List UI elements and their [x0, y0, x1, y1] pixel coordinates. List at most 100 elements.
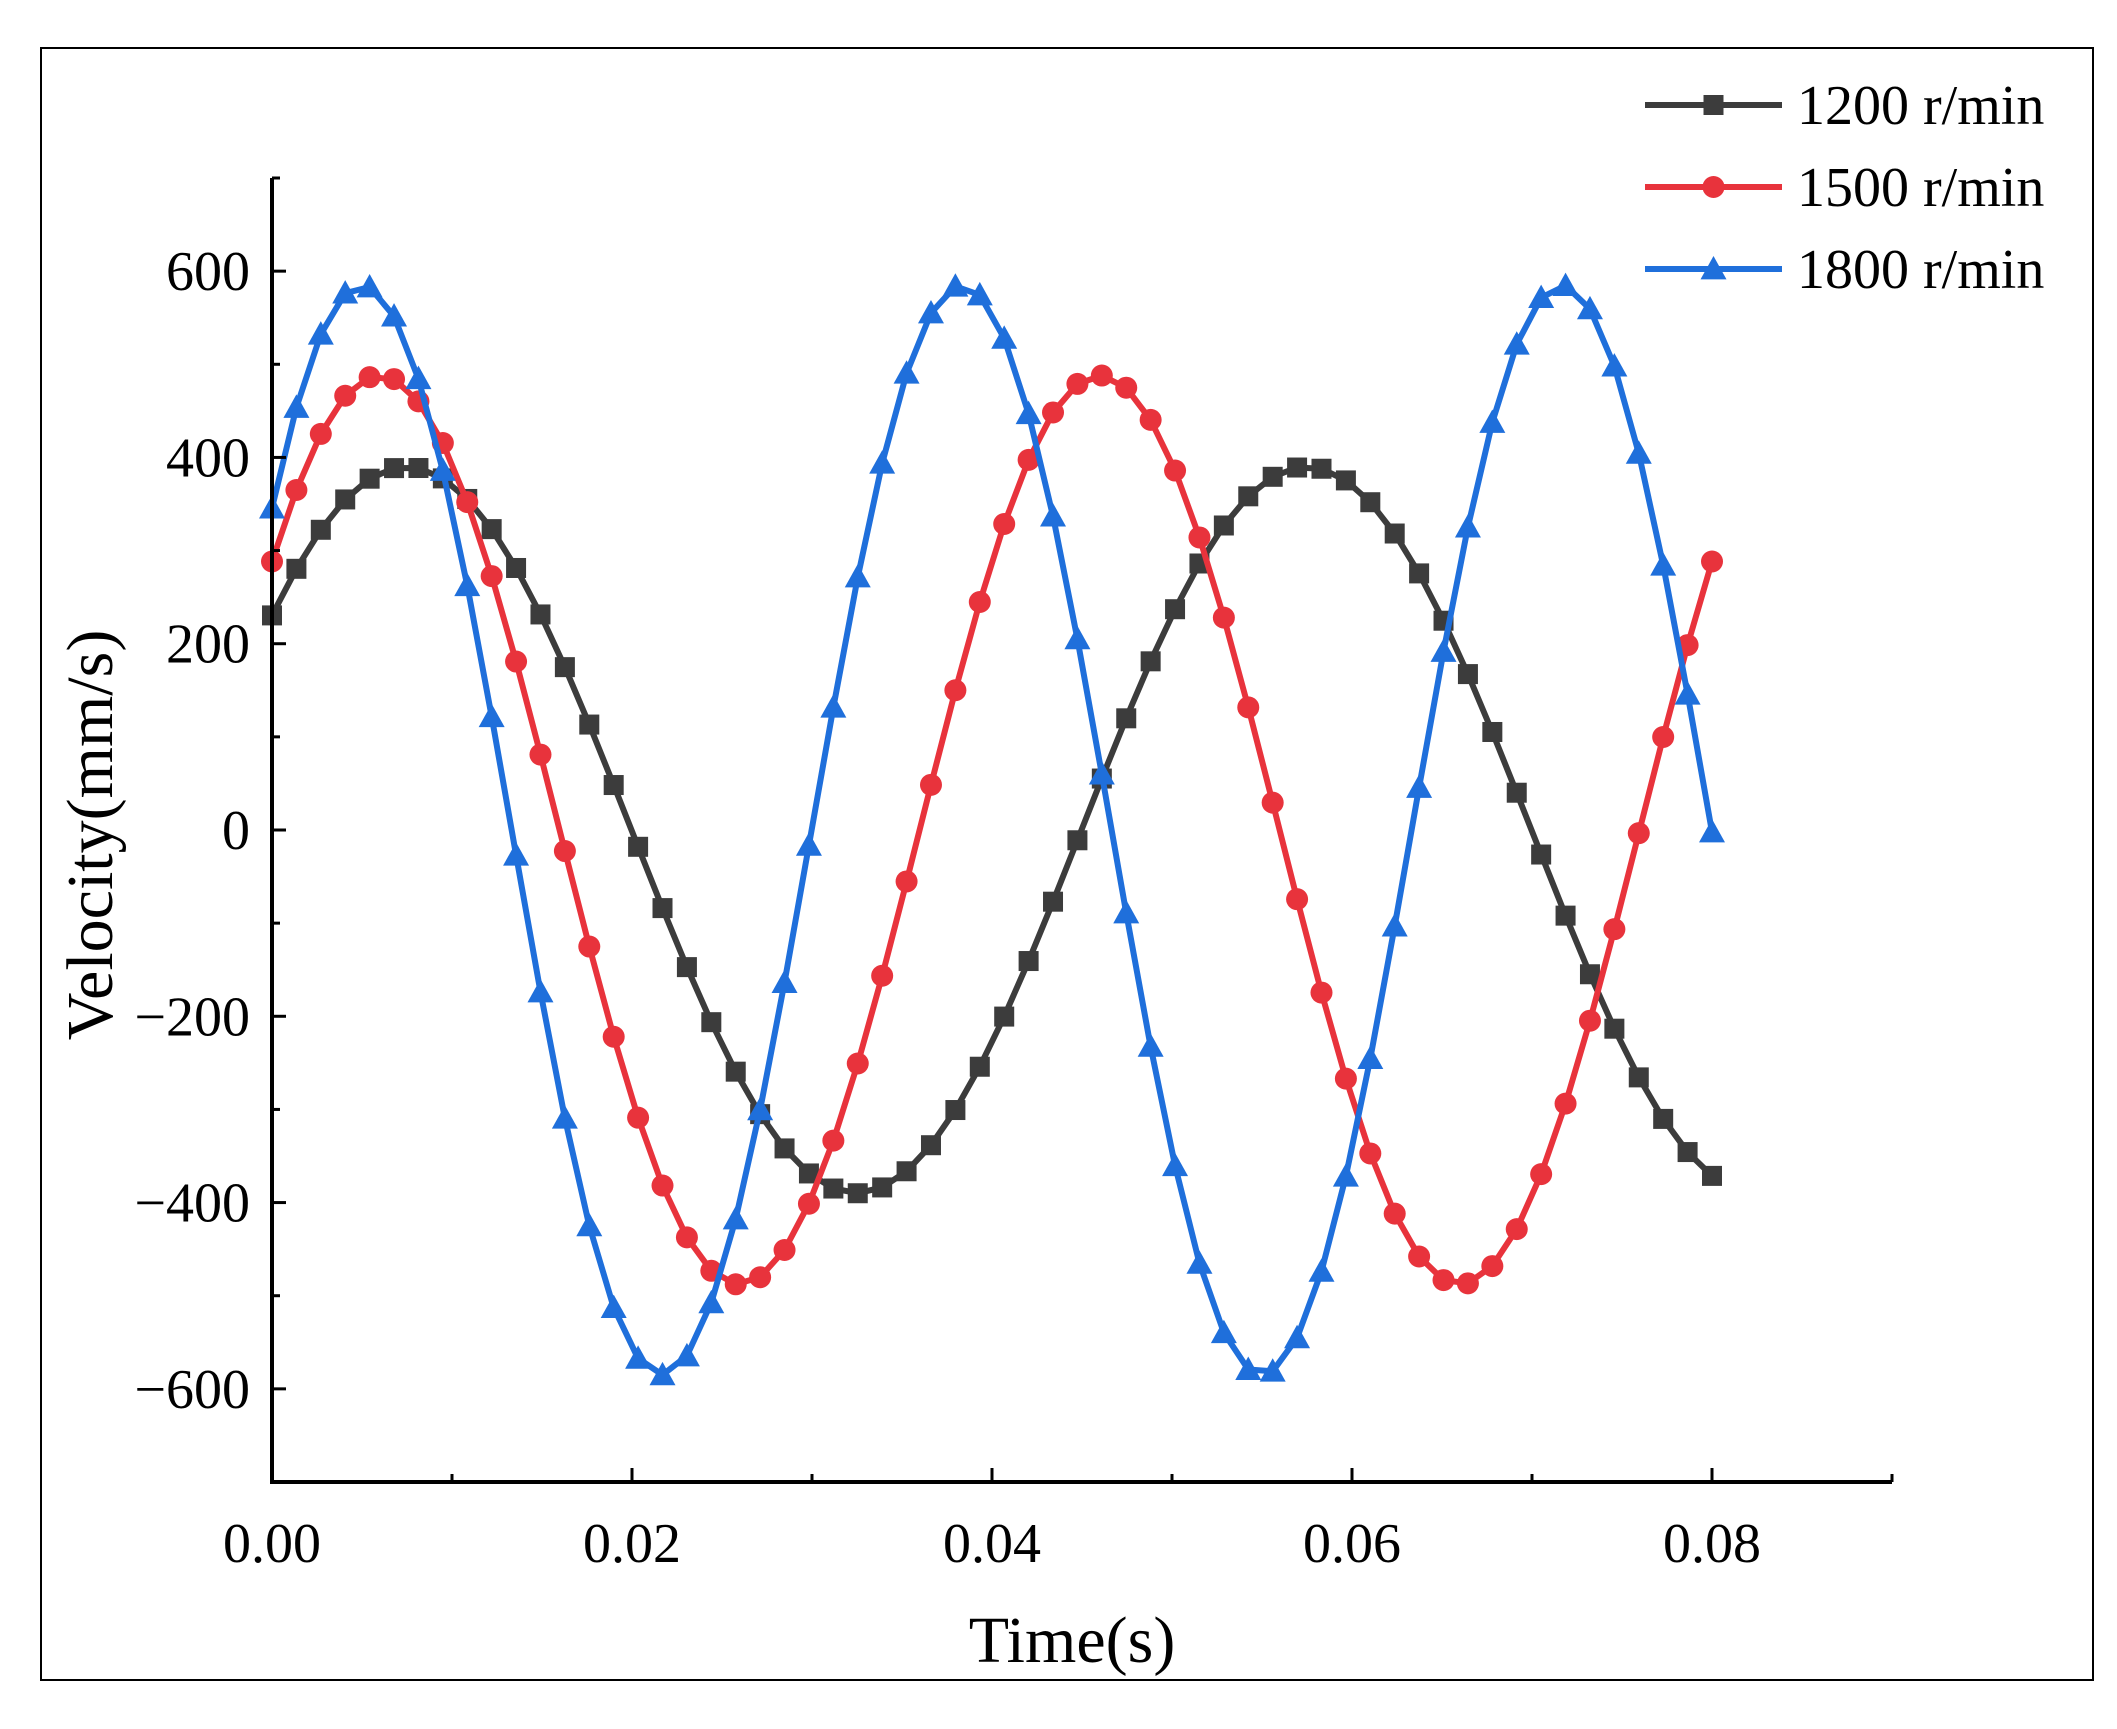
- data-point: [820, 694, 847, 718]
- data-point: [1652, 726, 1675, 749]
- data-point: [1456, 1272, 1479, 1295]
- data-point: [749, 1266, 772, 1289]
- data-point: [896, 1161, 917, 1182]
- data-point: [1601, 353, 1628, 377]
- data-point: [1162, 1152, 1189, 1177]
- data-point: [1262, 466, 1283, 487]
- data-point: [1090, 364, 1113, 387]
- data-point: [335, 489, 356, 510]
- series-3: [259, 272, 1725, 1386]
- data-point: [1115, 376, 1138, 399]
- data-point: [1481, 1255, 1504, 1278]
- data-point: [1699, 819, 1725, 843]
- x-tick-label: 0.06: [1303, 1513, 1401, 1575]
- data-point: [893, 360, 920, 384]
- legend-label: 1500 r/min: [1797, 157, 2044, 219]
- data-point: [628, 836, 649, 857]
- data-point: [1409, 563, 1430, 584]
- data-point: [1702, 1165, 1722, 1186]
- data-point: [478, 703, 505, 728]
- data-point: [823, 1178, 844, 1199]
- data-point: [1457, 664, 1478, 685]
- data-point: [553, 840, 576, 863]
- data-point: [1286, 888, 1309, 911]
- data-point: [1015, 400, 1042, 425]
- y-tick-label: −200: [134, 986, 250, 1048]
- data-point: [286, 558, 307, 579]
- data-point: [968, 590, 991, 613]
- x-tick-label: 0.04: [943, 1513, 1041, 1575]
- legend-marker: [1703, 95, 1724, 115]
- data-point: [1188, 526, 1211, 549]
- data-point: [1335, 470, 1356, 491]
- data-point: [1066, 372, 1089, 395]
- y-tick-label: 400: [166, 427, 250, 489]
- data-point: [652, 898, 673, 919]
- data-point: [798, 1163, 819, 1184]
- data-point: [1578, 1009, 1601, 1032]
- data-point: [676, 957, 697, 978]
- data-point: [307, 321, 334, 345]
- data-point: [579, 714, 600, 735]
- series-line: [269, 372, 1715, 1288]
- y-tick-label: 0: [222, 800, 250, 862]
- data-point: [1531, 844, 1552, 865]
- data-point: [358, 366, 381, 389]
- data-point: [1308, 1258, 1335, 1282]
- data-point: [1579, 964, 1600, 985]
- data-point: [1040, 503, 1067, 527]
- data-point: [1212, 606, 1235, 629]
- data-point: [600, 1294, 627, 1319]
- data-point: [285, 479, 308, 502]
- data-point: [1284, 1324, 1311, 1349]
- data-point: [429, 457, 456, 481]
- data-point: [797, 1192, 820, 1215]
- data-point: [1677, 1142, 1698, 1163]
- legend-label: 1800 r/min: [1797, 239, 2044, 301]
- data-point: [503, 842, 530, 866]
- data-point: [334, 384, 357, 407]
- data-point: [725, 1061, 746, 1082]
- data-point: [1237, 696, 1260, 719]
- data-point: [384, 458, 405, 479]
- data-point: [1674, 681, 1701, 705]
- data-point: [506, 557, 527, 578]
- data-point: [578, 935, 601, 958]
- data-point: [969, 1056, 990, 1077]
- series-2: [261, 364, 1723, 1296]
- data-point: [1235, 1356, 1262, 1380]
- data-point: [895, 870, 918, 893]
- y-tick-label: 200: [166, 614, 250, 676]
- data-point: [942, 273, 969, 297]
- data-point: [698, 1289, 725, 1314]
- data-point: [673, 1342, 700, 1367]
- data-point: [1528, 284, 1555, 309]
- data-point: [1381, 913, 1408, 937]
- data-point: [1627, 822, 1650, 845]
- data-point: [1186, 1250, 1213, 1274]
- data-point: [847, 1183, 868, 1204]
- data-point: [1530, 1163, 1553, 1186]
- data-point: [1506, 782, 1527, 803]
- data-point: [1088, 761, 1115, 785]
- data-point: [627, 1106, 650, 1129]
- data-point: [1310, 981, 1333, 1004]
- data-point: [1604, 1018, 1625, 1039]
- data-point: [456, 491, 479, 514]
- data-point: [919, 773, 942, 796]
- data-point: [1503, 331, 1530, 355]
- data-point: [1165, 599, 1186, 620]
- data-point: [383, 368, 406, 391]
- x-axis-title: Time(s): [969, 1604, 1176, 1677]
- data-point: [1625, 440, 1652, 464]
- legend-marker: [1700, 256, 1727, 280]
- data-point: [530, 604, 551, 625]
- x-tick-label: 0.02: [583, 1513, 681, 1575]
- data-point: [1042, 401, 1065, 424]
- data-point: [1017, 448, 1040, 471]
- data-point: [554, 657, 575, 678]
- data-point: [1018, 951, 1039, 972]
- data-point: [1139, 408, 1162, 431]
- data-point: [1554, 1092, 1577, 1115]
- data-point: [405, 365, 432, 390]
